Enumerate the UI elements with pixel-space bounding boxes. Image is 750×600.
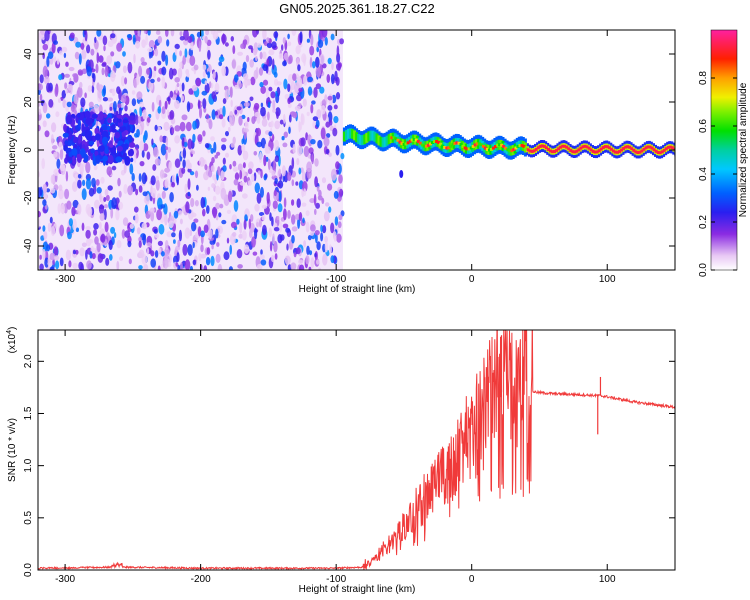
spectrogram-signal-band [342,124,675,160]
x-tick-label: -100 [326,574,346,585]
spectrogram-noise-cluster [62,110,136,166]
x-tick-label: -300 [55,274,75,285]
x-tick-label: 0 [469,574,475,585]
spectrogram-x-ticks: -300 -200 -100 0 100 [55,30,616,285]
snr-scale-prefix: (x10 [7,333,18,353]
colorbar: 0.0 0.2 0.4 0.6 0.8 Normalized spectral ampl… [698,29,749,277]
spectrogram-artifact [399,170,404,178]
spectrogram-y-ticks: -40 -20 0 20 40 [23,48,675,253]
y-tick-label: 1.5 [23,406,34,420]
colorbar-tick-label: 0.0 [698,263,709,277]
y-tick-label: 2.0 [23,354,34,368]
colorbar-tick-label: 0.4 [698,167,709,181]
colorbar-gradient [710,29,738,271]
y-tick-label: 40 [23,48,34,60]
x-tick-label: -200 [191,574,211,585]
spectrogram-marks [38,30,675,270]
y-tick-label: -20 [23,190,34,205]
spectrogram-xlabel: Height of straight line (km) [299,284,416,295]
x-tick-label: 100 [599,574,616,585]
colorbar-label: Normalized spectral amplitude [738,82,749,217]
snr-panel: -300 -200 -100 0 100 0.0 0.5 1.0 1.5 2.0 Height … [6,327,676,595]
snr-frame [37,329,676,571]
snr-xlabel: Height of straight line (km) [299,584,416,595]
x-tick-label: 0 [469,274,475,285]
x-tick-label: -200 [191,274,211,285]
y-tick-label: 20 [23,96,34,108]
spectrogram-ylabel: Frequency (Hz) [7,116,18,185]
x-tick-label: -300 [55,574,75,585]
snr-scale-exponent: 4 [6,330,13,334]
figure-title: GN05.2025.361.18.27.C22 [279,1,434,16]
x-tick-label: 100 [599,274,616,285]
y-tick-label: 1.0 [23,458,34,472]
y-tick-label: -40 [23,238,34,253]
snr-ylabel: SNR (10 * v/v) [7,418,18,482]
snr-x-ticks: -300 -200 -100 0 100 [55,330,616,585]
colorbar-tick-label: 0.6 [698,119,709,133]
y-tick-label: 0.0 [23,563,34,577]
y-tick-label: 0 [23,147,34,153]
svg-text:(x104): (x104) [6,327,18,354]
colorbar-tick-label: 0.2 [698,215,709,229]
snr-scale-label: (x104) [6,327,18,354]
x-tick-label: -100 [326,274,346,285]
snr-y-ticks: 0.0 0.5 1.0 1.5 2.0 [23,354,675,577]
colorbar-tick-label: 0.8 [698,71,709,85]
colorbar-ticks: 0.0 0.2 0.4 0.6 0.8 [698,71,737,277]
y-tick-label: 0.5 [23,510,34,524]
snr-series-line [38,330,675,570]
